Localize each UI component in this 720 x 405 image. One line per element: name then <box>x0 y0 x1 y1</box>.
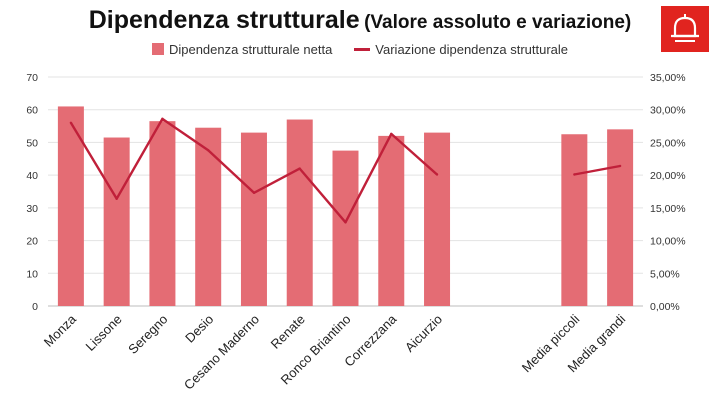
bar <box>378 135 405 306</box>
line-point <box>573 173 576 176</box>
title-subtitle: (Valore assoluto e variazione) <box>364 12 632 33</box>
line-point <box>69 121 73 125</box>
bar <box>240 132 267 306</box>
bar <box>561 134 588 306</box>
bar <box>424 132 451 306</box>
right-axis-tick-label: 15,00% <box>650 203 686 215</box>
left-axis-tick-label: 20 <box>26 236 38 248</box>
line-point <box>115 197 118 200</box>
right-axis-tick-label: 25,00% <box>650 137 686 149</box>
title-main: Dipendenza strutturale <box>88 6 360 34</box>
category-label: Seregno <box>125 312 170 357</box>
legend-label-bars: Dipendenza strutturale netta <box>168 41 333 57</box>
bar <box>195 127 222 306</box>
line-point <box>206 149 210 152</box>
bar <box>149 121 176 307</box>
chart-title: Dipendenza strutturale (Valore assoluto … <box>0 6 720 35</box>
right-axis-tick-label: 35,00% <box>650 72 686 84</box>
chart-legend: Dipendenza strutturale netta Variazione … <box>0 40 720 58</box>
legend-item-line: Variazione dipendenza strutturale <box>354 42 568 57</box>
line-point <box>618 164 622 168</box>
right-axis-tick-label: 30,00% <box>650 105 686 117</box>
left-axis-tick-label: 30 <box>26 203 38 215</box>
right-axis-tick-label: 5,00% <box>650 268 680 280</box>
category-label: Lissone <box>82 312 124 354</box>
legend-swatch-bars <box>151 43 164 55</box>
line-point <box>344 221 347 224</box>
line-point <box>161 117 164 121</box>
right-axis-tick-label: 0,00% <box>650 301 680 313</box>
bar <box>57 106 84 306</box>
line-series <box>574 164 621 176</box>
left-axis-tick-label: 50 <box>26 137 38 149</box>
bar <box>103 137 130 306</box>
left-axis-tick-label: 60 <box>26 105 38 117</box>
left-axis-tick-label: 0 <box>32 301 38 313</box>
right-axis-tick-label: 10,00% <box>650 236 686 248</box>
legend-label-line: Variazione dipendenza strutturale <box>375 41 569 57</box>
category-label: Renate <box>268 312 308 352</box>
bar <box>286 119 313 307</box>
category-label: Monza <box>41 311 80 350</box>
legend-swatch-line <box>354 47 371 51</box>
category-label: Desio <box>182 312 216 346</box>
right-axis-tick-label: 20,00% <box>650 170 686 182</box>
line-point <box>435 173 439 176</box>
line-point <box>252 191 256 195</box>
line-point <box>298 167 301 170</box>
bar <box>607 129 634 306</box>
line-point <box>390 132 393 136</box>
left-axis-tick-label: 70 <box>26 72 38 84</box>
left-axis-tick-label: 40 <box>26 170 38 182</box>
legend-item-bars: Dipendenza strutturale netta <box>151 41 333 57</box>
bell-icon <box>661 6 709 52</box>
left-axis-tick-label: 10 <box>26 268 38 280</box>
category-label: Aicurzio <box>402 312 445 355</box>
bar <box>332 150 359 306</box>
